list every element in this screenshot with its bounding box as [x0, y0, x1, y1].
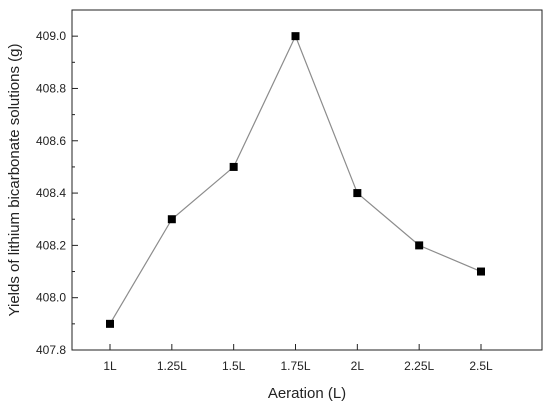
x-tick-label: 1.75L: [280, 359, 310, 373]
y-tick-label: 408.4: [36, 186, 66, 200]
data-point: [415, 241, 424, 250]
data-point: [229, 162, 238, 171]
y-axis-title: Yields of lithium bicarbonate solutions …: [6, 44, 23, 317]
data-point: [353, 189, 362, 198]
series-layer: [106, 32, 485, 328]
y-tick-label: 408.8: [36, 81, 66, 95]
plot-frame: [71, 9, 543, 351]
x-tick-label: 2L: [351, 359, 365, 373]
x-tick-label: 2.5L: [469, 359, 493, 373]
x-axis-title: Aeration (L): [268, 385, 346, 402]
data-point: [167, 215, 176, 224]
data-point: [106, 319, 114, 328]
y-tick-label: 408.0: [36, 291, 66, 305]
x-axis: 1L 1.25L 1.5L 1.75L 2L 2.25L 2.5L: [103, 344, 493, 373]
data-point: [291, 32, 300, 41]
x-tick-label: 1.5L: [222, 359, 246, 373]
y-axis: 407.8 408.0 408.2 408.4 408.6 408.8 409.0: [36, 29, 78, 357]
y-tick-label: 408.6: [36, 134, 66, 148]
data-point: [477, 267, 485, 276]
x-tick-label: 1L: [103, 359, 117, 373]
x-tick-label: 1.25L: [157, 359, 187, 373]
y-tick-label: 407.8: [36, 343, 66, 357]
series-line: [109, 34, 482, 325]
y-tick-label: 409.0: [36, 29, 66, 43]
x-tick-label: 2.25L: [404, 359, 434, 373]
y-tick-label: 408.2: [36, 238, 66, 252]
